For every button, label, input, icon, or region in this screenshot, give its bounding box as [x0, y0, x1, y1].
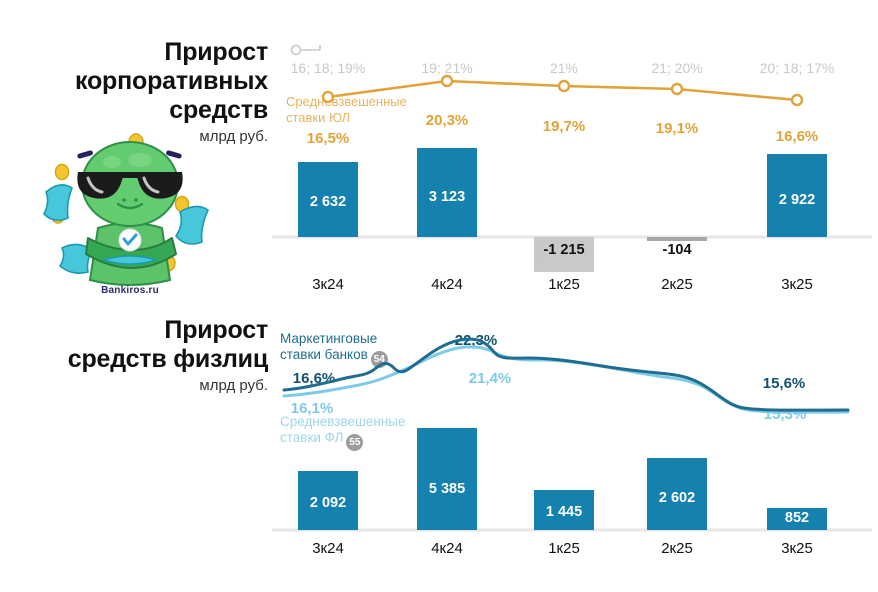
legend-marketing-rates-line-1: Маркетинговые: [280, 331, 378, 346]
xtick-bottom-2k25: 2к25: [661, 540, 693, 557]
retail-chart-subtitle: млрд руб.: [199, 377, 268, 394]
bar-value-2k25: -104: [662, 242, 692, 258]
key-rate-series-marker-icon: [290, 44, 321, 56]
top-chart-subtitle: млрд руб.: [199, 128, 268, 145]
rate-label-3k24: 16,5%: [306, 130, 350, 147]
bar-value-3k25: 2 922: [778, 192, 816, 208]
sunglasses-icon: [77, 172, 183, 199]
top-chart-title-block: Прирост корпоративных средств млрд руб.: [10, 38, 268, 147]
key-rate-3k24: 16; 18; 19%: [290, 60, 366, 76]
key-rate-3k25: 20; 18; 17%: [759, 60, 835, 76]
key-rate-row: 16; 18; 19% 19; 21% 21% 21; 20% 20; 18; …: [272, 60, 872, 80]
bar-value-retail-2k25: 2 602: [658, 490, 696, 506]
bar-4k24: [417, 148, 477, 237]
xtick-bottom-1k25: 1к25: [548, 540, 580, 557]
legend-weighted-rate-corporate-line-1: Средневзвешенные: [286, 94, 407, 109]
bar-2k25-negative: [647, 237, 707, 241]
legend-weighted-rate-retail-line-2: ставки ФЛ 55: [280, 430, 406, 451]
xtick-top-1k25: 1к25: [548, 276, 580, 293]
bar-value-retail-4k24: 5 385: [428, 481, 466, 497]
xtick-bottom-3k25: 3к25: [781, 540, 813, 557]
top-chart-title-line-1: Прирост: [164, 38, 268, 66]
marketing-rate-line: [282, 337, 850, 412]
bar-value-4k24: 3 123: [428, 189, 466, 205]
corporate-chart-plot: [272, 74, 872, 272]
bar-value-1k25: -1 215: [538, 241, 590, 259]
retail-chart-title-block: Прирост средств физлиц млрд руб.: [10, 316, 268, 396]
key-rate-4k24: 19; 21%: [421, 60, 473, 76]
bar-value-3k24: 2 632: [309, 194, 347, 210]
legend-weighted-rate-corporate: Средневзвешенные ставки ЮЛ: [286, 94, 407, 126]
mascot-illustration: [43, 133, 209, 286]
xtick-top-3k25: 3к25: [781, 276, 813, 293]
xtick-top-2k25: 2к25: [661, 276, 693, 293]
bar-value-retail-1k25: 1 445: [545, 504, 583, 520]
top-chart-title-line-3: средств: [169, 96, 268, 124]
weighted-retail-rate-start-label: 16,1%: [290, 400, 334, 417]
bar-retail-4k24: [417, 428, 477, 530]
retail-chart-plot: [272, 337, 872, 532]
bar-retail-1k25: [534, 490, 594, 530]
xtick-bottom-4k24: 4к24: [431, 540, 463, 557]
bar-value-retail-3k25: 852: [784, 510, 810, 526]
marketing-rate-end-label: 15,6%: [762, 375, 806, 392]
banknote-group: [43, 184, 209, 274]
retail-chart-title-line-2: средств физлиц: [67, 345, 268, 373]
bar-retail-3k24: [298, 471, 358, 530]
legend-weighted-rate-retail: Средневзвешенные ставки ФЛ 55: [280, 414, 406, 451]
footnote-badge-55: 55: [346, 434, 364, 451]
key-rate-1k25: 21%: [549, 60, 579, 76]
legend-weighted-rate-retail-line-1: Средневзвешенные: [280, 414, 406, 429]
legend-weighted-rate-retail-line-2-text: ставки ФЛ: [280, 430, 344, 445]
rate-label-4k24: 20,3%: [425, 112, 469, 129]
corporate-funds-chart: 16; 18; 19% 19; 21% 21% 21; 20% 20; 18; …: [272, 34, 872, 304]
rate-label-1k25: 19,7%: [542, 118, 586, 135]
weighted-retail-rate-line: [282, 345, 850, 414]
key-rate-2k25: 21; 20%: [651, 60, 703, 76]
retail-chart-title-line-1: Прирост: [164, 316, 268, 344]
rate-label-3k25: 16,6%: [775, 128, 819, 145]
xtick-top-3k24: 3к24: [312, 276, 344, 293]
legend-weighted-rate-corporate-line-2: ставки ЮЛ: [286, 110, 351, 125]
bar-retail-2k25: [647, 458, 707, 530]
rate-label-2k25: 19,1%: [655, 120, 699, 137]
retail-funds-chart: Маркетинговые ставки банков 54 Средневзве…: [272, 318, 872, 576]
top-chart-title-line-2: корпоративных: [74, 67, 268, 95]
weighted-rate-markers: [321, 74, 804, 107]
mascot-watermark: Bankiros.ru: [101, 285, 159, 296]
bar-value-retail-3k24: 2 092: [309, 495, 347, 511]
bar-retail-3k25: [767, 508, 827, 530]
bar-3k25: [767, 154, 827, 237]
bar-3k24: [298, 162, 358, 237]
bankiros-frog-mascot: Bankiros.ru: [40, 120, 220, 300]
legend-marketing-rates-line-2-text: ставки банков: [280, 347, 368, 362]
xtick-top-4k24: 4к24: [431, 276, 463, 293]
weighted-retail-rate-peak-label: 21,4%: [468, 370, 512, 387]
xtick-bottom-3k24: 3к24: [312, 540, 344, 557]
